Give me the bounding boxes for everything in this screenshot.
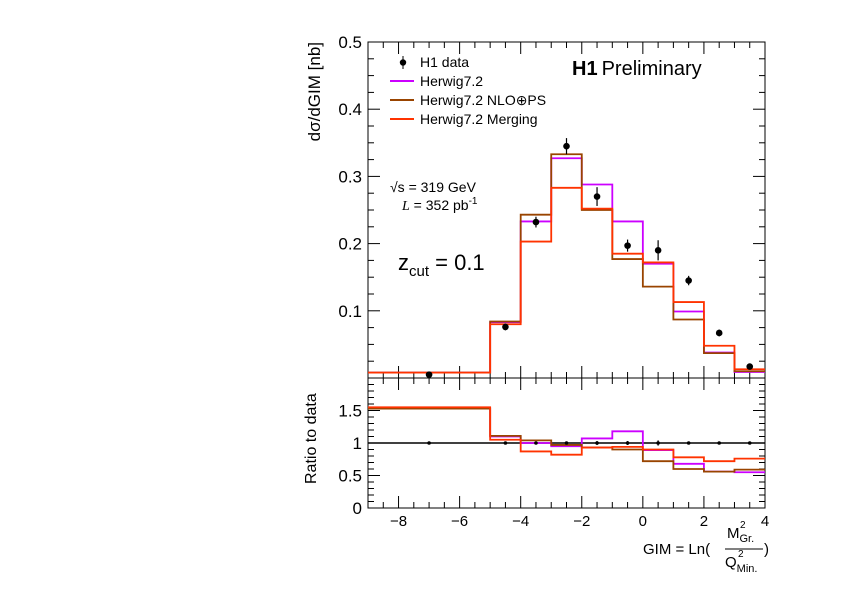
bottom-data-point <box>656 441 660 445</box>
bottom-data-point <box>747 441 752 445</box>
xlabel-den-sup: 2 <box>738 549 744 560</box>
xlabel-den-sub: Min. <box>737 563 758 575</box>
bottom-data-point <box>564 441 569 445</box>
lumi-sup: -1 <box>469 196 478 207</box>
bottom-data-point <box>427 441 431 445</box>
bottom-xtick-label: −6 <box>451 513 468 530</box>
top-ytick-label: 0.1 <box>338 302 362 321</box>
bottom-xtick-label: −4 <box>512 513 529 530</box>
energy-annotation: √s = 319 GeV <box>390 179 477 195</box>
experiment-name: H1 <box>572 58 598 80</box>
top-ytick-label: 0.3 <box>338 167 362 186</box>
top-data-point <box>563 142 570 150</box>
top-data-point <box>685 277 692 284</box>
bottom-data-point <box>686 441 691 445</box>
bottom-data-point <box>503 441 508 445</box>
bottom-xtick-label: −2 <box>573 513 590 530</box>
top-data-point <box>425 371 433 378</box>
top-data-point <box>624 242 631 249</box>
xlabel-numerator: MGr. <box>727 525 754 545</box>
x-axis-title: GIM = Ln( MGr. 2 QMin. 2 ) <box>643 520 769 575</box>
xlabel-close: ) <box>764 541 769 558</box>
top-ytick-label: 0.5 <box>338 33 362 52</box>
top-data-point <box>746 363 754 370</box>
top-panel-ticks: 0.1 0.2 0.3 0.4 0.5 <box>338 33 766 378</box>
experiment-label: H1 Preliminary <box>572 58 702 80</box>
xlabel-num-sub: Gr. <box>740 533 755 545</box>
top-panel-series <box>368 138 765 378</box>
top-data-point <box>532 218 540 226</box>
top-data-point <box>715 329 723 337</box>
bottom-xtick-label: −8 <box>390 513 407 530</box>
legend-marker-data <box>399 59 407 66</box>
lumi-annotation: L = 352 pb-1 <box>401 196 478 214</box>
bottom-data-point <box>534 441 538 445</box>
top-data-point <box>593 193 601 200</box>
legend-entry-nlo: Herwig7.2 NLO⊕PS <box>420 92 546 108</box>
bottom-data-point <box>595 441 599 445</box>
top-data-point <box>654 247 662 254</box>
top-ytick-label: 0.2 <box>338 235 362 254</box>
xlabel-num-sup: 2 <box>740 520 746 531</box>
status-text: Preliminary <box>602 58 702 80</box>
bottom-xtick-label: 4 <box>761 513 769 530</box>
bottom-ytick-label: 1.5 <box>338 402 362 421</box>
xlabel-denominator: QMin. <box>725 554 757 575</box>
top-ylabel: dσ/dGIM [nb] <box>305 42 324 141</box>
legend-entry-data: H1 data <box>420 54 469 70</box>
zcut-annotation: zcut = 0.1 <box>398 250 485 280</box>
top-data-point <box>502 323 509 331</box>
top-ytick-label: 0.4 <box>338 100 362 119</box>
bottom-xtick-label: 2 <box>700 513 708 530</box>
legend-entry-herwig: Herwig7.2 <box>420 73 483 89</box>
zcut-sub: cut <box>409 263 430 280</box>
bottom-ytick-label: 0.5 <box>338 467 362 486</box>
bottom-series-1-step <box>368 407 765 473</box>
bottom-xtick-label: 0 <box>639 513 647 530</box>
bottom-series-2-step <box>368 406 765 463</box>
bottom-data-point <box>717 441 721 445</box>
bottom-data-point <box>625 441 630 445</box>
bottom-series-0-step <box>368 407 765 474</box>
bottom-ytick-label: 0 <box>353 499 362 518</box>
top-series-2-step <box>368 186 765 374</box>
bottom-ytick-label: 1 <box>353 434 362 453</box>
legend: H1 data Herwig7.2 Herwig7.2 NLO⊕PS Herwi… <box>390 54 546 127</box>
xlabel-prefix: GIM = Ln( <box>643 541 710 558</box>
bottom-panel-ticks: −8 −6 −4 −2 0 2 4 0 0.5 1 1.5 <box>338 378 769 530</box>
bottom-ylabel: Ratio to data <box>303 393 320 484</box>
bottom-panel-series <box>368 406 765 474</box>
legend-entry-merging: Herwig7.2 Merging <box>420 111 538 127</box>
